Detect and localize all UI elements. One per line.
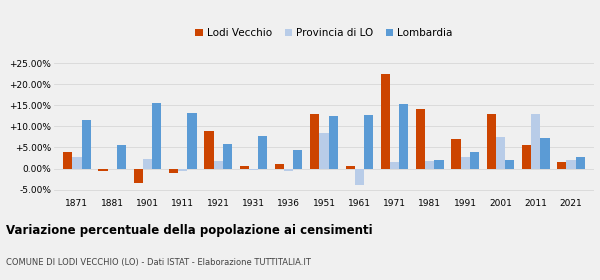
Bar [63,152,73,169]
Bar [284,169,293,171]
Bar [187,113,197,169]
Bar [319,133,329,169]
Bar [541,138,550,169]
Bar [143,159,152,169]
Text: Variazione percentuale della popolazione ai censimenti: Variazione percentuale della popolazione… [6,224,373,237]
Bar [223,144,232,169]
Bar [390,162,399,169]
Bar [134,169,143,183]
Bar [310,114,319,169]
Bar [346,166,355,169]
Bar [434,160,443,169]
Bar [329,116,338,169]
Bar [461,157,470,169]
Bar [425,161,434,169]
Bar [82,120,91,169]
Bar [522,145,531,169]
Bar [169,169,178,173]
Bar [98,169,107,171]
Bar [531,114,541,169]
Bar [451,139,461,169]
Bar [117,145,126,169]
Bar [239,166,249,169]
Legend: Lodi Vecchio, Provincia di LO, Lombardia: Lodi Vecchio, Provincia di LO, Lombardia [191,24,457,42]
Bar [557,162,566,169]
Bar [355,169,364,185]
Bar [152,103,161,169]
Bar [575,157,585,169]
Bar [416,109,425,169]
Bar [399,104,409,169]
Bar [178,169,187,171]
Text: COMUNE DI LODI VECCHIO (LO) - Dati ISTAT - Elaborazione TUTTITALIA.IT: COMUNE DI LODI VECCHIO (LO) - Dati ISTAT… [6,258,311,267]
Bar [505,160,514,169]
Bar [214,161,223,169]
Bar [470,152,479,169]
Bar [381,74,390,169]
Bar [364,115,373,169]
Bar [73,157,82,169]
Bar [275,164,284,169]
Bar [496,137,505,169]
Bar [249,169,258,170]
Bar [205,130,214,169]
Bar [258,136,267,169]
Bar [293,150,302,169]
Bar [487,114,496,169]
Bar [566,160,575,169]
